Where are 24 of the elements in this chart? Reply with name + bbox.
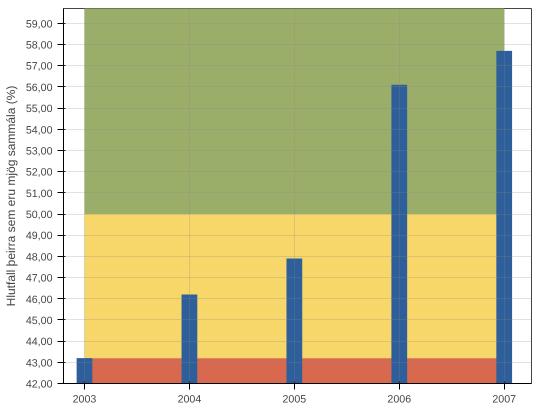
y-tick-label: 56,00 — [26, 82, 53, 94]
y-tick-label: 45,00 — [26, 314, 53, 327]
y-tick-label: 50,00 — [26, 209, 53, 222]
y-tick-label: 43,00 — [26, 357, 53, 370]
y-tick-label: 51,00 — [26, 188, 53, 200]
x-tick-label: 2007 — [492, 394, 516, 405]
y-axis-title: Hlutfall þeirra sem eru mjög sammála (%) — [4, 86, 18, 306]
x-tick-label: 2005 — [282, 394, 306, 405]
y-tick-label: 52,00 — [26, 166, 53, 179]
y-tick-label: 42,00 — [26, 378, 53, 390]
y-tick-label: 59,00 — [26, 18, 53, 30]
y-tick-label: 47,00 — [26, 272, 53, 285]
y-tick-label: 53,00 — [26, 145, 53, 158]
x-tick-label: 2006 — [387, 394, 412, 405]
y-tick-label: 49,00 — [26, 230, 53, 242]
y-tick-label: 58,00 — [26, 40, 53, 52]
y-tick-label: 48,00 — [26, 251, 53, 264]
y-tick-label: 54,00 — [26, 124, 53, 136]
y-tick-label: 55,00 — [26, 103, 53, 116]
y-tick-label: 44,00 — [26, 336, 53, 348]
x-tick-label: 2004 — [178, 394, 202, 405]
y-tick-label: 46,00 — [26, 294, 53, 306]
y-tick-label: 57,00 — [26, 60, 53, 73]
x-tick-label: 2003 — [72, 394, 96, 405]
